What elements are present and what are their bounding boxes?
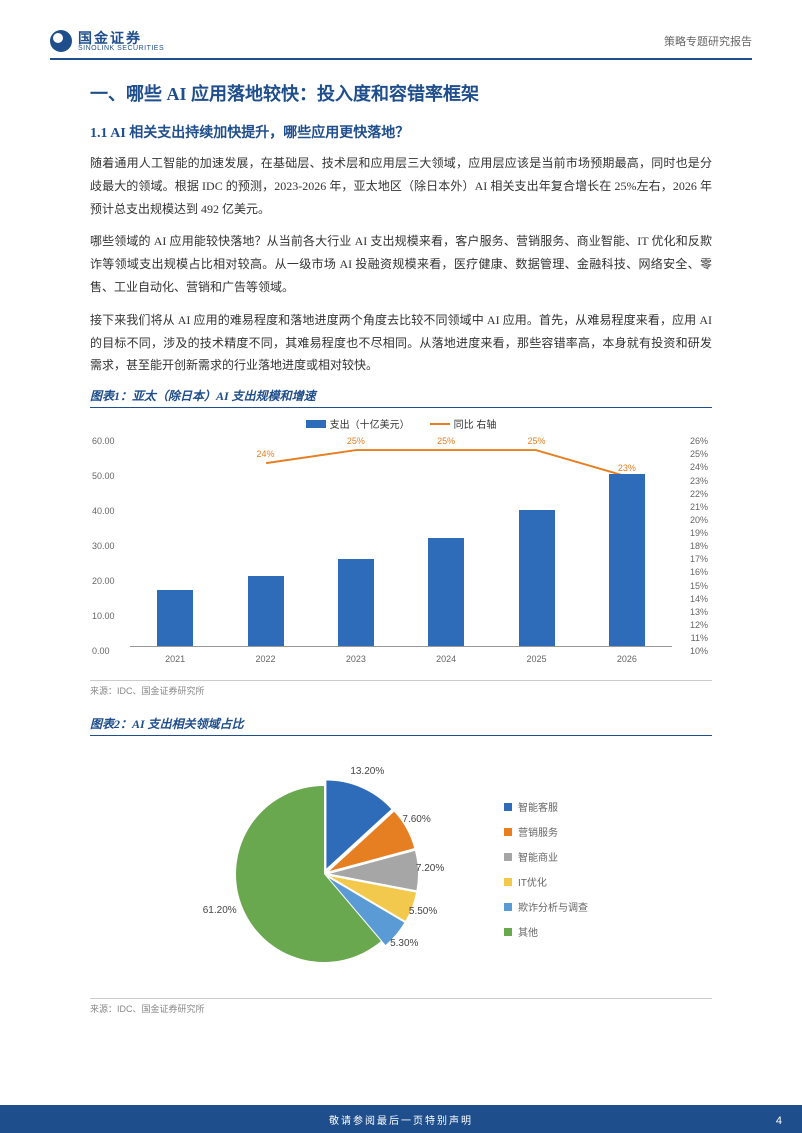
chart1-source: 来源：IDC、国金证券研究所 bbox=[90, 680, 712, 697]
pie-legend-swatch bbox=[504, 803, 512, 811]
subsection-heading: 1.1 AI 相关支出持续加快提升，哪些应用更快落地？ bbox=[90, 122, 712, 142]
pie-value-label: 7.60% bbox=[402, 814, 430, 825]
pie-value-label: 5.50% bbox=[409, 906, 437, 917]
chart1-plot: 0.0010.0020.0030.0040.0050.0060.0010%11%… bbox=[130, 437, 672, 647]
chart1-yright-tick: 25% bbox=[690, 449, 708, 459]
chart2-legend: 智能客服营销服务智能商业 IT优化欺诈分析与调查其他 bbox=[504, 799, 588, 939]
chart1-xlabel: 2021 bbox=[157, 654, 193, 664]
chart1-line-label: 24% bbox=[256, 449, 274, 459]
section-heading: 一、哪些 AI 应用落地较快：投入度和容错率框架 bbox=[90, 80, 712, 106]
chart1-line-label: 25% bbox=[527, 436, 545, 446]
logo: 国金证券 SINOLINK SECURITIES bbox=[50, 30, 164, 52]
chart1-yleft-tick: 0.00 bbox=[92, 646, 110, 656]
chart1-yright-tick: 23% bbox=[690, 476, 708, 486]
logo-en: SINOLINK SECURITIES bbox=[78, 45, 164, 52]
paragraph-3: 接下来我们将从 AI 应用的难易程度和落地进度两个角度去比较不同领域中 AI 应… bbox=[90, 309, 712, 377]
paragraph-2: 哪些领域的 AI 应用能较快落地？从当前各大行业 AI 支出规模来看，客户服务、… bbox=[90, 230, 712, 298]
pie-legend-item: IT优化 bbox=[504, 874, 588, 889]
pie-legend-label: IT优化 bbox=[518, 874, 547, 889]
logo-mark bbox=[50, 30, 72, 52]
legend-line-label: 同比 右轴 bbox=[454, 416, 497, 431]
chart1-yleft-tick: 20.00 bbox=[92, 576, 115, 586]
pie-legend-swatch bbox=[504, 853, 512, 861]
chart1-title: 图表1：亚太（除日本）AI 支出规模和增速 bbox=[90, 387, 712, 408]
chart1-xlabel: 2025 bbox=[519, 654, 555, 664]
header-report-type: 策略专题研究报告 bbox=[664, 33, 752, 49]
chart1-yright-tick: 17% bbox=[690, 554, 708, 564]
pie-legend-item: 智能客服 bbox=[504, 799, 588, 814]
page-number: 4 bbox=[776, 1115, 782, 1127]
chart1-xlabel: 2022 bbox=[248, 654, 284, 664]
chart2: 13.20% 7.60% 7.20% 5.50% 5.30% 61.20% 智能客服营销服… bbox=[90, 744, 712, 994]
chart1-legend: 支出（十亿美元） 同比 右轴 bbox=[90, 416, 712, 431]
chart1-xlabel: 2023 bbox=[338, 654, 374, 664]
pie-legend-label: 其他 bbox=[518, 924, 538, 939]
pie-value-label: 5.30% bbox=[390, 938, 418, 949]
chart1-yleft-tick: 60.00 bbox=[92, 436, 115, 446]
chart2-source: 来源：IDC、国金证券研究所 bbox=[90, 998, 712, 1015]
chart1-yright-tick: 18% bbox=[690, 541, 708, 551]
logo-cn: 国金证券 bbox=[78, 31, 164, 45]
chart1-line-label: 23% bbox=[618, 463, 636, 473]
page-header: 国金证券 SINOLINK SECURITIES 策略专题研究报告 bbox=[50, 30, 752, 60]
chart1-bar bbox=[609, 474, 645, 646]
legend-line-swatch bbox=[430, 423, 450, 425]
chart1-yright-tick: 21% bbox=[690, 502, 708, 512]
chart1-line-label: 25% bbox=[437, 436, 455, 446]
chart1-bar bbox=[157, 590, 193, 646]
chart1-yright-tick: 14% bbox=[690, 594, 708, 604]
chart1-xlabel: 2026 bbox=[609, 654, 645, 664]
chart1-yright-tick: 26% bbox=[690, 436, 708, 446]
pie-legend-label: 欺诈分析与调查 bbox=[518, 899, 588, 914]
pie-legend-item: 智能商业 bbox=[504, 849, 588, 864]
chart1-yright-tick: 16% bbox=[690, 567, 708, 577]
chart1: 支出（十亿美元） 同比 右轴 0.0010.0020.0030.0040.005… bbox=[90, 416, 712, 676]
chart1-yright-tick: 22% bbox=[690, 489, 708, 499]
pie-legend-swatch bbox=[504, 878, 512, 886]
pie-legend-label: 营销服务 bbox=[518, 824, 558, 839]
chart1-yright-tick: 20% bbox=[690, 515, 708, 525]
chart1-yright-tick: 13% bbox=[690, 607, 708, 617]
chart2-title: 图表2：AI 支出相关领域占比 bbox=[90, 715, 712, 736]
chart1-yleft-tick: 10.00 bbox=[92, 611, 115, 621]
chart1-bar bbox=[248, 576, 284, 646]
pie-legend-swatch bbox=[504, 928, 512, 936]
chart1-bar bbox=[519, 510, 555, 647]
chart1-yleft-tick: 40.00 bbox=[92, 506, 115, 516]
pie-legend-swatch bbox=[504, 828, 512, 836]
chart1-yright-tick: 11% bbox=[691, 633, 708, 643]
chart1-yright-tick: 19% bbox=[690, 528, 708, 538]
pie-value-label: 61.20% bbox=[203, 905, 237, 916]
chart1-bar bbox=[338, 559, 374, 647]
chart1-bar bbox=[428, 538, 464, 647]
pie-legend-label: 智能商业 bbox=[518, 849, 558, 864]
chart2-pie: 13.20%7.60%7.20%5.50%5.30%61.20% bbox=[214, 754, 474, 984]
chart1-yright-tick: 15% bbox=[690, 581, 708, 591]
chart1-line-label: 25% bbox=[347, 436, 365, 446]
pie-legend-swatch bbox=[504, 903, 512, 911]
pie-value-label: 7.20% bbox=[416, 863, 444, 874]
legend-bar-label: 支出（十亿美元） bbox=[330, 416, 410, 431]
chart1-yright-tick: 10% bbox=[690, 646, 708, 656]
footer-text: 敬请参阅最后一页特别声明 bbox=[329, 1112, 473, 1127]
chart1-xlabel: 2024 bbox=[428, 654, 464, 664]
pie-legend-item: 欺诈分析与调查 bbox=[504, 899, 588, 914]
chart1-line bbox=[130, 437, 672, 646]
chart1-yleft-tick: 30.00 bbox=[92, 541, 115, 551]
chart1-yright-tick: 12% bbox=[690, 620, 708, 630]
legend-bar-swatch bbox=[306, 420, 326, 428]
chart1-yleft-tick: 50.00 bbox=[92, 471, 115, 481]
pie-value-label: 13.20% bbox=[350, 766, 384, 777]
paragraph-1: 随着通用人工智能的加速发展，在基础层、技术层和应用层三大领域，应用层应该是当前市… bbox=[90, 152, 712, 220]
pie-legend-item: 其他 bbox=[504, 924, 588, 939]
pie-legend-label: 智能客服 bbox=[518, 799, 558, 814]
page-footer: 敬请参阅最后一页特别声明 4 bbox=[0, 1105, 802, 1133]
chart1-yright-tick: 24% bbox=[690, 462, 708, 472]
pie-legend-item: 营销服务 bbox=[504, 824, 588, 839]
